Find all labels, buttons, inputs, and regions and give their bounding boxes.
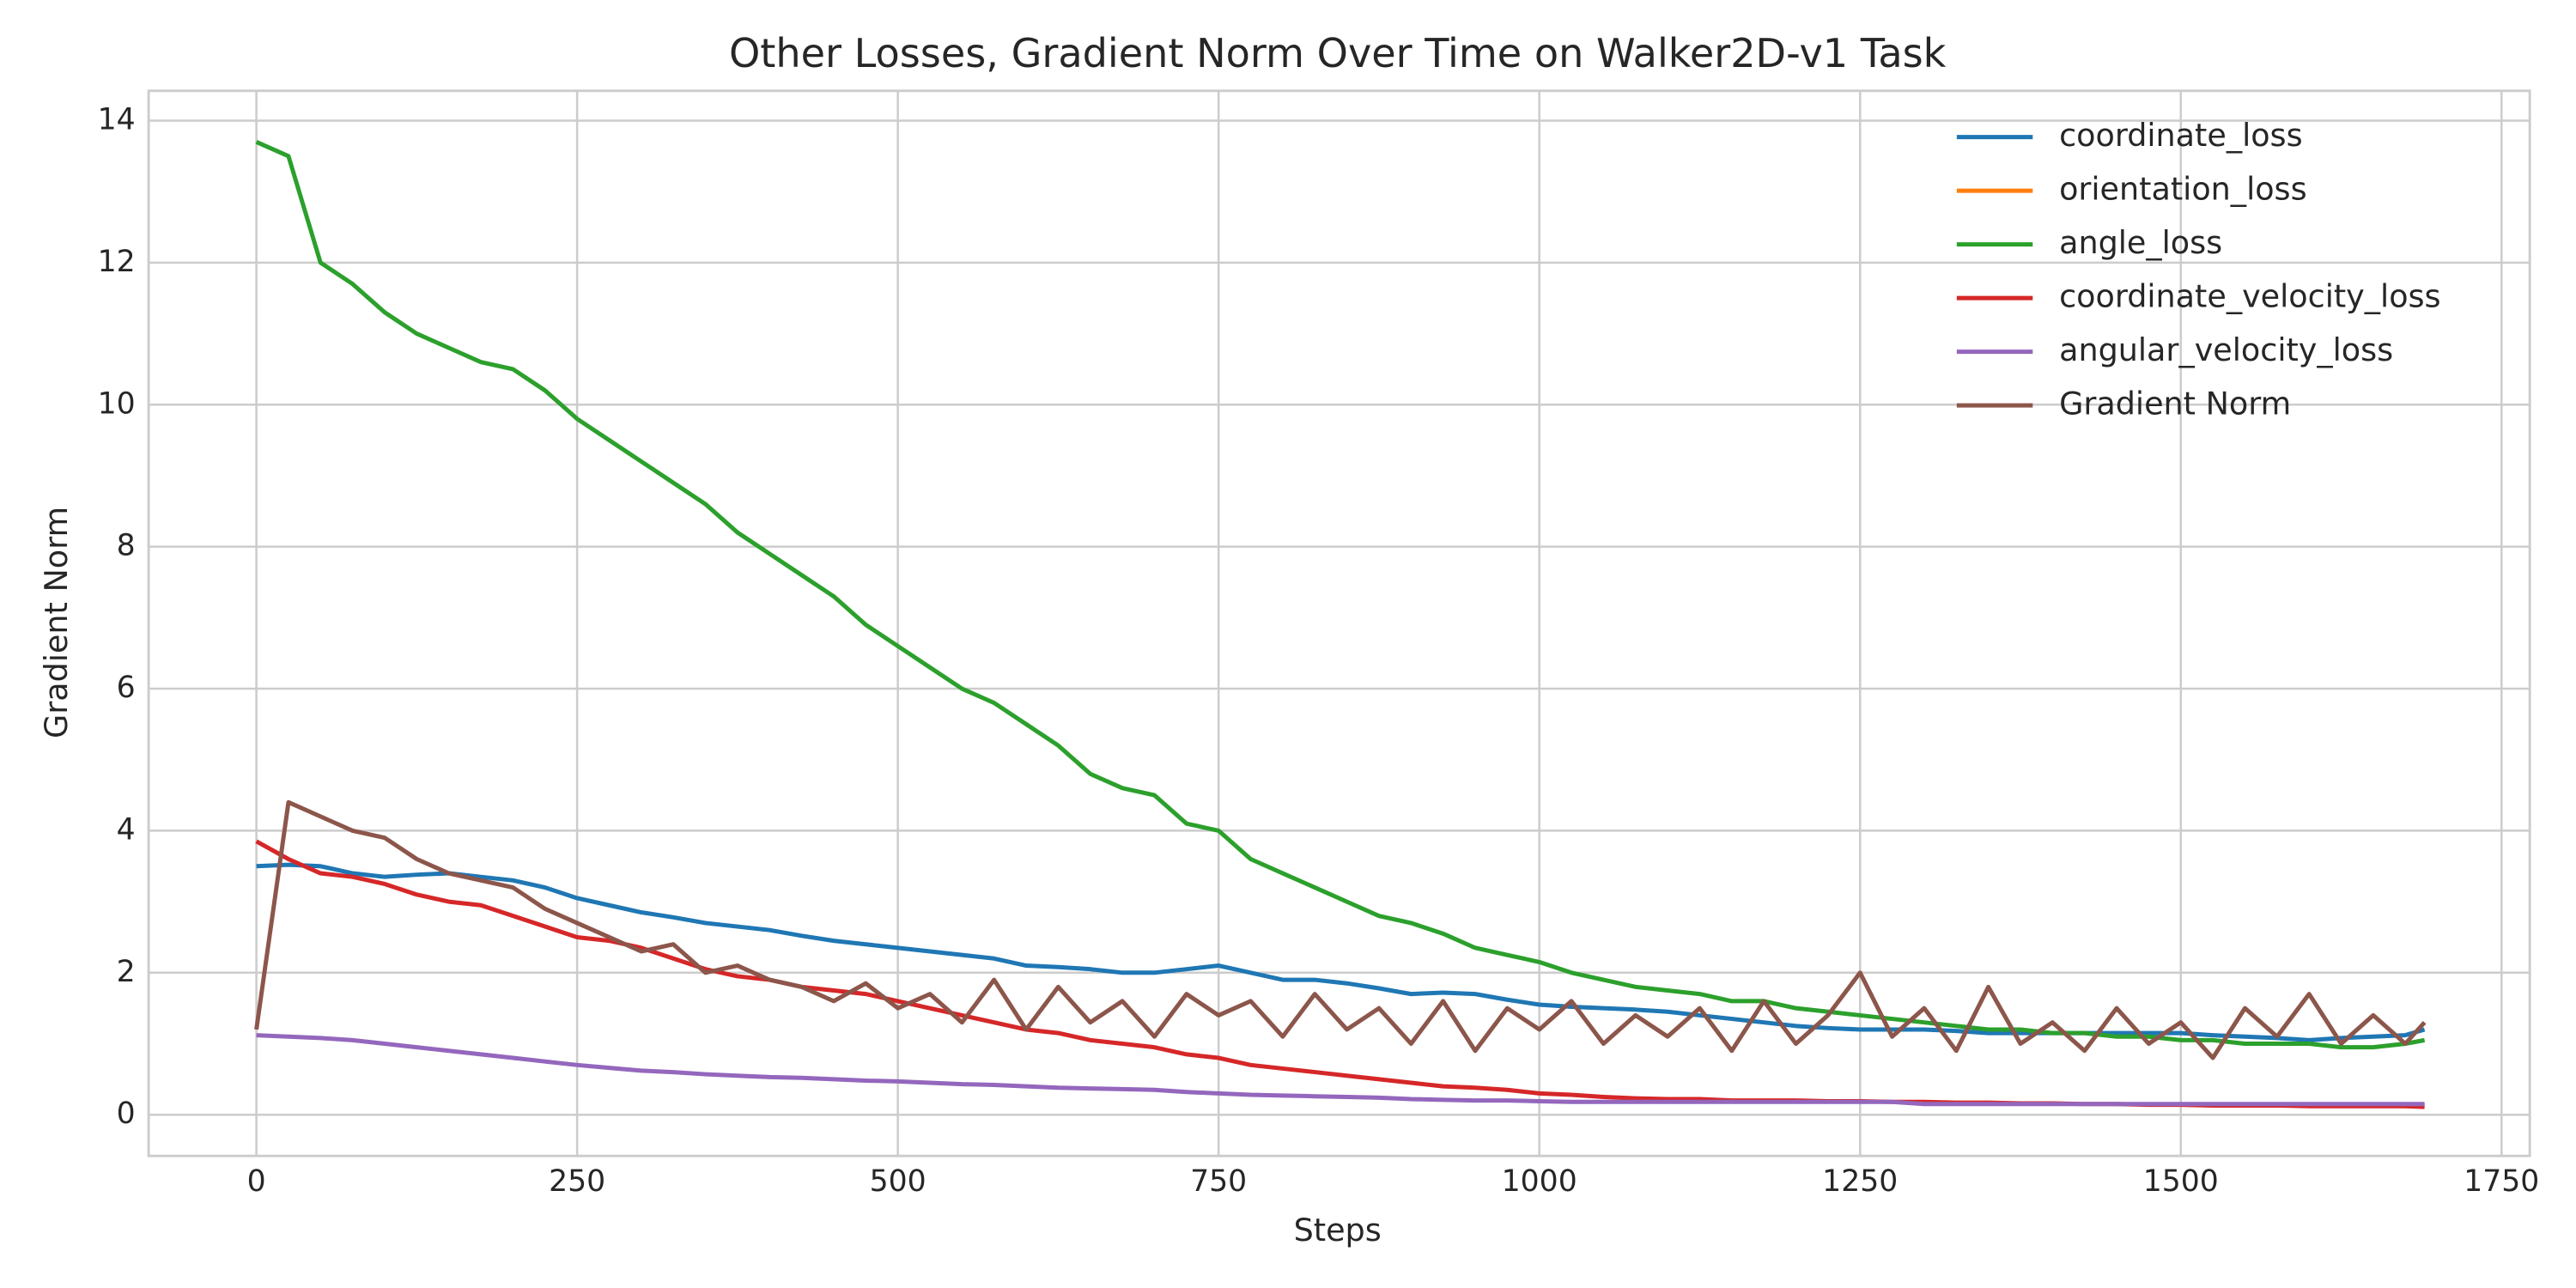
x-tick-label: 250 xyxy=(549,1164,605,1199)
chart-title: Other Losses, Gradient Norm Over Time on… xyxy=(729,30,1947,76)
y-tick-label: 0 xyxy=(117,1097,136,1131)
x-tick-label: 1000 xyxy=(1502,1164,1577,1199)
y-tick-label: 4 xyxy=(117,812,136,847)
legend-label: angle_loss xyxy=(2059,224,2222,261)
x-axis-label: Steps xyxy=(1294,1212,1382,1249)
series-line xyxy=(255,140,2426,1050)
legend-label: orientation_loss xyxy=(2059,171,2307,208)
x-tick-label: 0 xyxy=(247,1164,266,1199)
y-tick-label: 2 xyxy=(117,955,136,989)
x-tick-label: 1250 xyxy=(1822,1164,1898,1199)
y-tick-label: 12 xyxy=(98,245,136,279)
x-tick-label: 1500 xyxy=(2143,1164,2219,1199)
legend-label: angular_velocity_loss xyxy=(2059,331,2393,368)
series-line xyxy=(256,862,2426,1042)
x-tick-label: 1750 xyxy=(2464,1164,2539,1199)
y-tick-label: 8 xyxy=(117,529,136,563)
y-tick-label: 6 xyxy=(117,671,136,705)
legend-label: Gradient Norm xyxy=(2059,386,2291,422)
y-axis-label: Gradient Norm xyxy=(38,507,75,738)
y-tick-label: 14 xyxy=(98,102,136,137)
legend-label: coordinate_velocity_loss xyxy=(2059,278,2441,315)
x-tick-label: 750 xyxy=(1190,1164,1247,1199)
series-line xyxy=(256,1033,2425,1107)
series-line xyxy=(254,799,2427,1060)
plot-frame xyxy=(147,89,2531,1157)
x-tick-label: 500 xyxy=(870,1164,927,1199)
legend-label: coordinate_loss xyxy=(2059,117,2303,154)
y-tick-label: 10 xyxy=(98,386,136,421)
